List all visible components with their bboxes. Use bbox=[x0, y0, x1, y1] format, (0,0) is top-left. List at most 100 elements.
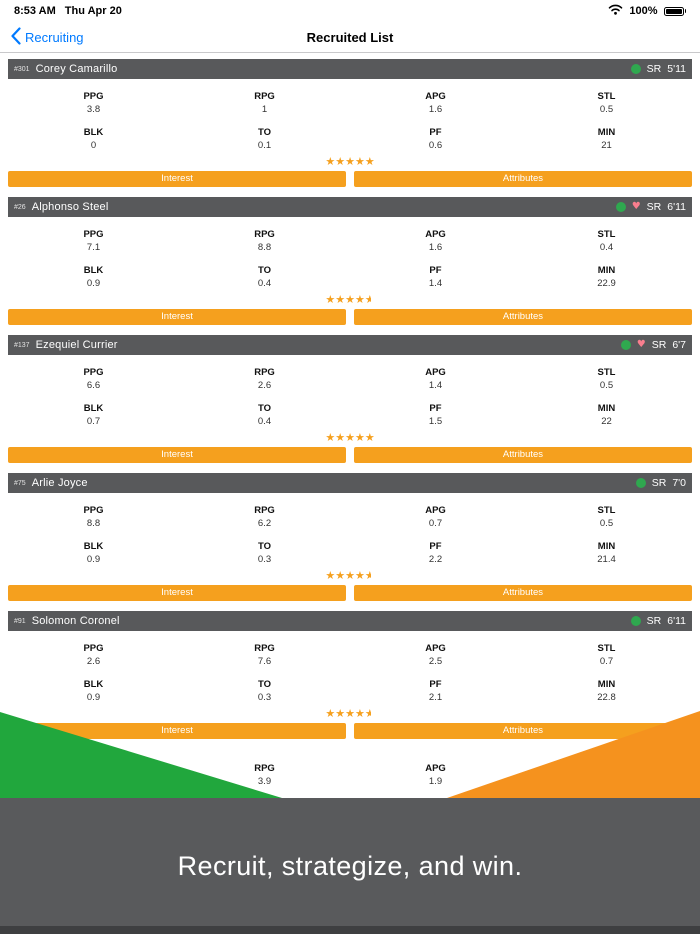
stat-value: 0.1 bbox=[257, 140, 272, 151]
banner-tagline: Recruit, strategize, and win. bbox=[177, 850, 523, 881]
stat-value: 22.8 bbox=[597, 692, 616, 703]
stats-row: BLK 0.9 TO 0.3 PF 2.2 MIN 21.4 bbox=[8, 529, 692, 565]
star-rating: ★★★★★ bbox=[8, 154, 692, 168]
star-icon: ★ bbox=[335, 155, 346, 168]
stat-label: BLK bbox=[83, 679, 104, 690]
stat-label: RPG bbox=[254, 229, 275, 240]
card-actions: Interest Attributes bbox=[8, 723, 692, 739]
player-number: #301 bbox=[14, 65, 30, 73]
stat-cell: MIN 22.9 bbox=[521, 265, 692, 289]
stat-cell: MIN 21 bbox=[521, 127, 692, 151]
stat-label: APG bbox=[425, 763, 446, 774]
interest-button[interactable]: Interest bbox=[8, 585, 346, 601]
player-card: #26 Alphonso Steel ♥ SR 6'11 PPG 7.1 RPG 8… bbox=[8, 197, 692, 325]
stat-value: 3.8 bbox=[86, 104, 101, 115]
stat-value: 0.5 bbox=[599, 104, 614, 115]
stat-value: 0.4 bbox=[257, 416, 272, 427]
stat-value: 0.3 bbox=[257, 692, 272, 703]
status-dot-icon bbox=[620, 340, 631, 350]
stat-cell: PPG 7.1 bbox=[8, 229, 179, 253]
interest-button[interactable]: Interest bbox=[8, 171, 346, 187]
player-class-label: SR bbox=[646, 615, 662, 627]
stat-value: 7.6 bbox=[257, 656, 272, 667]
player-name: Corey Camarillo bbox=[35, 63, 118, 75]
stat-label: APG bbox=[425, 643, 446, 654]
stat-cell: PF 1.4 bbox=[350, 265, 521, 289]
wifi-icon bbox=[608, 4, 623, 18]
stats-row: PPG 3.8 RPG 1 APG 1.6 STL 0.5 bbox=[8, 79, 692, 115]
stat-value: 8.8 bbox=[86, 518, 101, 529]
status-dot-icon bbox=[630, 64, 641, 74]
heart-icon: ♥ bbox=[636, 339, 646, 350]
interest-button[interactable]: Interest bbox=[8, 309, 346, 325]
stat-value: 6.6 bbox=[86, 380, 101, 391]
player-name: Alphonso Steel bbox=[31, 201, 109, 213]
star-icon: ★ bbox=[335, 569, 346, 582]
stat-cell: PPG 3.8 bbox=[8, 91, 179, 115]
back-label: Recruiting bbox=[25, 29, 84, 45]
stat-label: PF bbox=[429, 541, 442, 552]
half-star-icon: ★★ bbox=[364, 293, 371, 306]
stat-value: 21.4 bbox=[597, 554, 616, 565]
stat-label: STL bbox=[597, 367, 616, 378]
stat-cell: APG 2.5 bbox=[350, 643, 521, 667]
attributes-button[interactable]: Attributes bbox=[354, 723, 692, 739]
stat-label: TO bbox=[257, 541, 272, 552]
stat-cell: APG 1.9 bbox=[350, 763, 521, 787]
player-card-header[interactable]: #91 Solomon Coronel ♥ SR 6'11 bbox=[8, 611, 692, 631]
stat-cell: RPG 8.8 bbox=[179, 229, 350, 253]
player-card-header[interactable]: #301 Corey Camarillo ♥ SR 5'11 bbox=[8, 59, 692, 79]
date-label: Thu Apr 20 bbox=[64, 5, 122, 17]
heart-icon: ♥ bbox=[631, 201, 641, 212]
player-class-label: SR bbox=[651, 339, 667, 351]
card-actions: Interest Attributes bbox=[8, 447, 692, 463]
stat-label: STL bbox=[597, 505, 616, 516]
stat-value: 0.6 bbox=[428, 140, 443, 151]
stat-label: PPG bbox=[83, 367, 104, 378]
player-height-label: 6'11 bbox=[667, 615, 686, 627]
star-icon: ★ bbox=[364, 431, 375, 444]
star-icon: ★ bbox=[354, 431, 365, 444]
star-rating: ★★★★★ bbox=[8, 430, 692, 444]
back-button[interactable]: Recruiting bbox=[10, 26, 84, 48]
stat-label: RPG bbox=[254, 763, 275, 774]
star-icon: ★ bbox=[364, 155, 375, 168]
stat-value: 2.1 bbox=[428, 692, 443, 703]
player-number: #75 bbox=[14, 479, 26, 487]
star-icon: ★ bbox=[345, 569, 355, 582]
stat-value: 1.5 bbox=[428, 416, 443, 427]
stat-cell: STL 0.5 bbox=[521, 367, 692, 391]
stat-cell: APG 1.6 bbox=[350, 229, 521, 253]
stat-value: 0.7 bbox=[599, 656, 614, 667]
attributes-button[interactable]: Attributes bbox=[354, 171, 692, 187]
star-icon: ★ bbox=[335, 293, 346, 306]
attributes-button[interactable]: Attributes bbox=[354, 309, 692, 325]
stat-value: 7.1 bbox=[86, 242, 101, 253]
banner-footer: Recruit, strategize, and win. bbox=[0, 798, 700, 934]
attributes-button[interactable]: Attributes bbox=[354, 447, 692, 463]
interest-button[interactable]: Interest bbox=[8, 447, 346, 463]
half-star-icon: ★★ bbox=[364, 707, 371, 720]
player-number: #26 bbox=[14, 203, 26, 211]
attributes-button[interactable]: Attributes bbox=[354, 585, 692, 601]
status-dot-icon bbox=[630, 616, 641, 626]
stats-row: BLK 0 TO 0.1 PF 0.6 MIN 21 bbox=[8, 115, 692, 151]
player-card-header[interactable]: #75 Arlie Joyce ♥ SR 7'0 bbox=[8, 473, 692, 493]
stat-value: 3.9 bbox=[257, 776, 272, 787]
stat-cell: MIN 21.4 bbox=[521, 541, 692, 565]
card-actions: Interest Attributes bbox=[8, 309, 692, 325]
stat-cell: BLK 0.7 bbox=[8, 403, 179, 427]
star-icon: ★ bbox=[345, 431, 355, 444]
star-rating: ★★★★★★ bbox=[8, 568, 692, 582]
stat-cell: APG 1.4 bbox=[350, 367, 521, 391]
player-card-header[interactable]: #26 Alphonso Steel ♥ SR 6'11 bbox=[8, 197, 692, 217]
interest-button[interactable]: Interest bbox=[8, 723, 346, 739]
star-icon: ★ bbox=[345, 155, 355, 168]
stat-label: MIN bbox=[597, 265, 616, 276]
stat-value: 21 bbox=[601, 140, 612, 151]
player-card-header[interactable]: #137 Ezequiel Currier ♥ SR 6'7 bbox=[8, 335, 692, 355]
stats-row: PPG 6.6 RPG 2.6 APG 1.4 STL 0.5 bbox=[8, 355, 692, 391]
stat-label: PPG bbox=[83, 643, 104, 654]
player-card: #75 Arlie Joyce ♥ SR 7'0 PPG 8.8 RPG 6.2 A… bbox=[8, 473, 692, 601]
